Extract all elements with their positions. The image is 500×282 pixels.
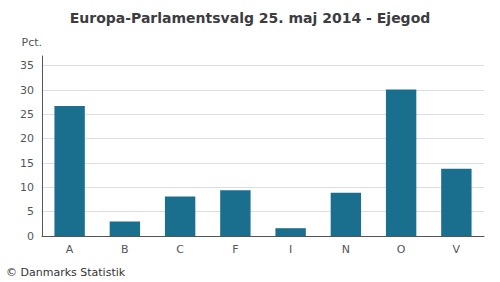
svg-text:V: V: [453, 243, 461, 256]
svg-text:35: 35: [20, 59, 34, 72]
svg-text:C: C: [176, 243, 184, 256]
svg-text:Europa-Parlamentsvalg 25. maj: Europa-Parlamentsvalg 25. maj 2014 - Eje…: [70, 10, 431, 26]
svg-text:B: B: [121, 243, 129, 256]
svg-text:I: I: [289, 243, 292, 256]
svg-text:0: 0: [27, 230, 34, 243]
svg-text:F: F: [232, 243, 238, 256]
svg-text:© Danmarks Statistik: © Danmarks Statistik: [6, 266, 126, 279]
svg-text:5: 5: [27, 205, 34, 218]
svg-text:10: 10: [20, 181, 34, 194]
svg-text:Pct.: Pct.: [22, 36, 43, 49]
svg-text:A: A: [66, 243, 74, 256]
svg-text:20: 20: [20, 132, 34, 145]
svg-text:15: 15: [20, 157, 34, 170]
svg-text:O: O: [397, 243, 406, 256]
svg-text:30: 30: [20, 84, 34, 97]
svg-text:25: 25: [20, 108, 34, 121]
svg-text:N: N: [342, 243, 350, 256]
